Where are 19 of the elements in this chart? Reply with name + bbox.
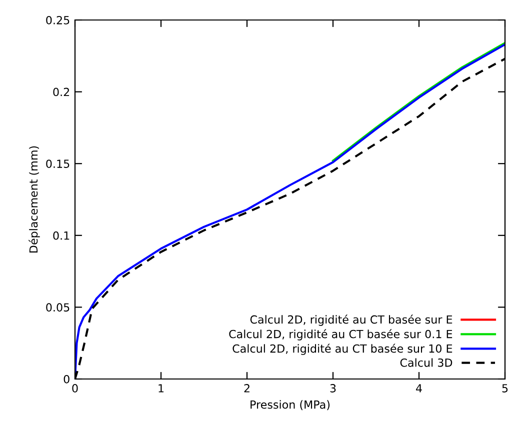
- line-series: [332, 42, 505, 162]
- legend-label: Calcul 2D, rigidité au CT basée sur E: [250, 314, 452, 326]
- y-tick-label: 0: [64, 374, 70, 384]
- x-tick-label: 2: [244, 384, 250, 392]
- y-tick-label: 0.2: [53, 88, 70, 96]
- y-axis-title: Déplacement (mm): [28, 146, 40, 253]
- legend-label: Calcul 2D, rigidité au CT basée sur 10 E: [232, 344, 452, 355]
- y-tick-label: 0.05: [46, 303, 70, 312]
- x-tick-label: 0: [72, 384, 78, 392]
- x-tick-label: 1: [158, 384, 164, 392]
- x-axis-title: Pression (MPa): [250, 400, 330, 410]
- legend-label: Calcul 2D, rigidité au CT basée sur 0.1 E: [229, 329, 452, 340]
- x-tick-label: 3: [330, 384, 336, 392]
- x-tick-label: 4: [416, 384, 422, 392]
- y-tick-label: 0.15: [46, 160, 70, 168]
- y-tick-label: 0.25: [46, 16, 70, 24]
- y-tick-label: 0.1: [53, 231, 70, 240]
- x-tick-label: 5: [502, 384, 508, 392]
- legend-label: Calcul 3D: [400, 358, 452, 367]
